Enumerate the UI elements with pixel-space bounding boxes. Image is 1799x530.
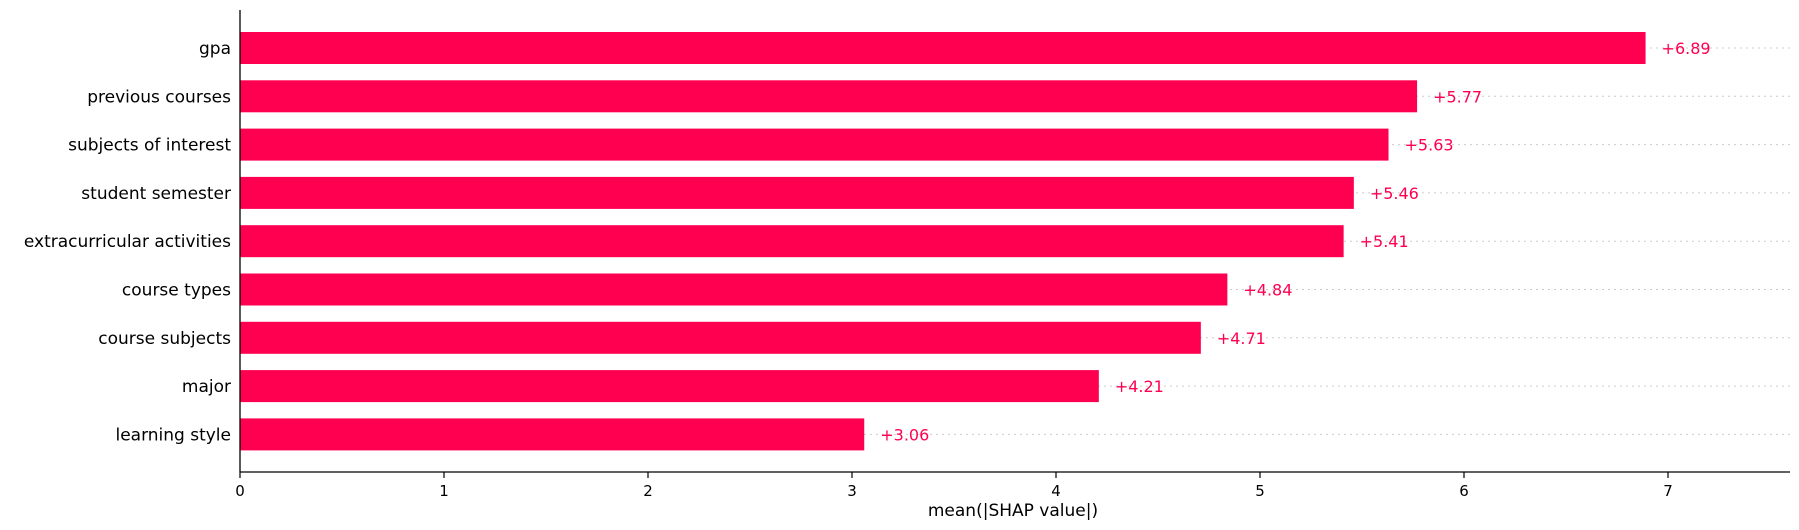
bar-previous-courses	[240, 80, 1418, 113]
category-label-student-semester: student semester	[81, 184, 231, 204]
bar-course-subjects	[240, 321, 1201, 354]
value-label-previous-courses: +5.77	[1433, 87, 1482, 106]
x-tick-label-1: 1	[439, 482, 449, 500]
value-label-course-types: +4.84	[1243, 281, 1292, 300]
x-tick-label-5: 5	[1255, 482, 1265, 500]
x-tick-label-6: 6	[1459, 482, 1469, 500]
bar-course-types	[240, 273, 1228, 306]
category-label-previous-courses: previous courses	[87, 87, 231, 107]
value-label-subjects-of-interest: +5.63	[1405, 136, 1454, 155]
category-label-course-types: course types	[122, 281, 231, 301]
bar-student-semester	[240, 176, 1354, 209]
bar-gpa	[240, 32, 1646, 64]
value-label-course-subjects: +4.71	[1217, 329, 1266, 348]
category-label-extracurricular-activities: extracurricular activities	[24, 232, 231, 252]
value-label-extracurricular-activities: +5.41	[1360, 232, 1409, 251]
category-label-gpa: gpa	[199, 39, 231, 59]
value-label-major: +4.21	[1115, 377, 1164, 396]
value-labels-group: +6.89 +5.77 +5.63 +5.46 +5.41 +4.84 +4.71 +4.21…	[880, 39, 1710, 444]
value-label-learning-style: +3.06	[880, 425, 929, 444]
category-labels-group: gpa previous courses subjects of interest s…	[24, 39, 231, 445]
category-label-major: major	[182, 377, 231, 397]
value-label-student-semester: +5.46	[1370, 184, 1419, 203]
x-tick-label-7: 7	[1663, 482, 1673, 500]
bar-subjects-of-interest	[240, 128, 1389, 161]
bar-extracurricular-activities	[240, 225, 1344, 258]
x-tick-label-0: 0	[235, 482, 245, 500]
category-label-course-subjects: course subjects	[98, 329, 231, 349]
x-ticks-group: 0 1 2 3 4 5 6 7	[235, 472, 1673, 500]
bar-learning-style	[240, 418, 865, 451]
bars-group	[240, 32, 1646, 451]
value-label-gpa: +6.89	[1662, 39, 1711, 58]
x-axis-title: mean(|SHAP value|)	[928, 501, 1098, 521]
x-tick-label-3: 3	[847, 482, 857, 500]
x-tick-label-2: 2	[643, 482, 653, 500]
category-label-learning-style: learning style	[115, 425, 231, 445]
bar-major	[240, 370, 1099, 403]
x-tick-label-4: 4	[1051, 482, 1061, 500]
category-label-subjects-of-interest: subjects of interest	[68, 136, 231, 156]
